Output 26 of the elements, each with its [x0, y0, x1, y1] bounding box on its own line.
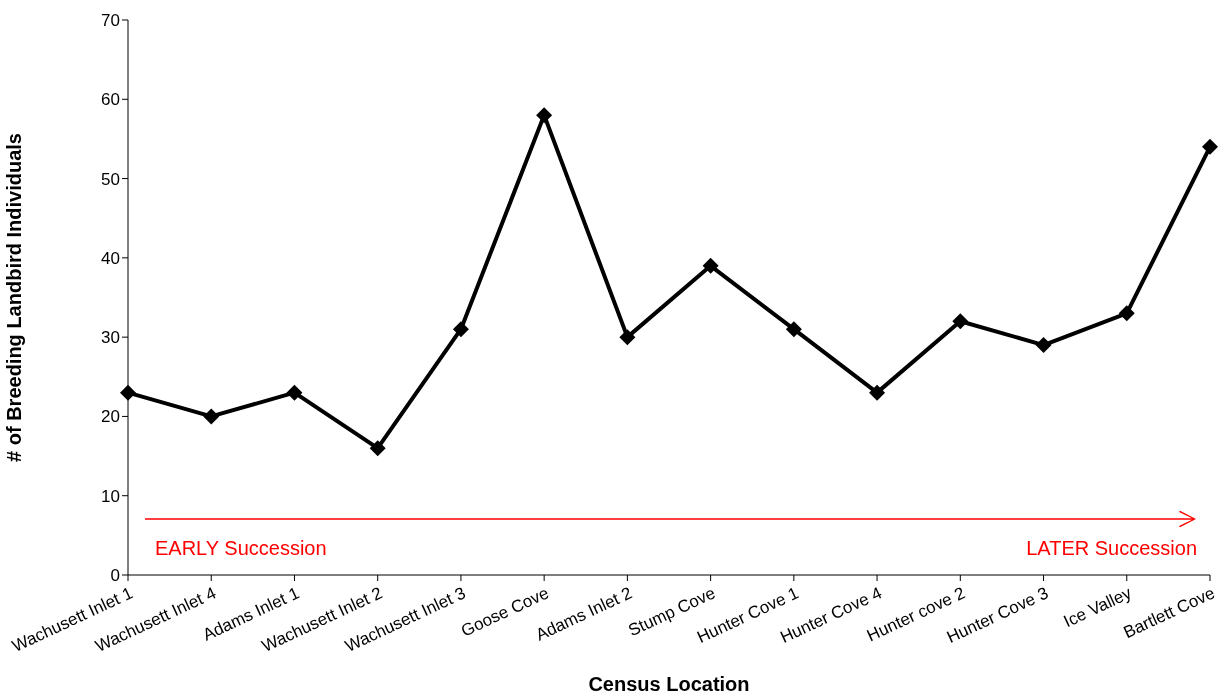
point	[120, 384, 136, 401]
y-tick-label: 60	[101, 90, 120, 110]
point	[1202, 138, 1218, 155]
point	[286, 384, 303, 401]
y-axis-title: # of Breeding Landbird Individuals	[3, 133, 26, 462]
point	[536, 107, 553, 124]
point	[619, 329, 636, 346]
annotation: LATER Succession	[1026, 537, 1197, 559]
point	[702, 257, 719, 274]
y-tick-label: 20	[101, 407, 120, 427]
y-tick-label: 0	[110, 566, 120, 586]
y-tick-label: 40	[101, 248, 120, 268]
annotation: EARLY Succession	[155, 537, 327, 559]
y-tick-label: 30	[101, 328, 120, 348]
y-tick-label: 70	[101, 11, 120, 31]
point	[452, 321, 469, 338]
point	[785, 321, 802, 338]
y-tick-label: 10	[101, 486, 120, 506]
point	[1035, 337, 1052, 354]
y-tick-label: 50	[101, 169, 120, 189]
point	[1118, 305, 1135, 322]
point	[369, 440, 386, 457]
point	[869, 384, 886, 401]
x-axis-title: Census Location	[588, 673, 750, 693]
point	[952, 313, 969, 330]
point	[203, 408, 220, 425]
